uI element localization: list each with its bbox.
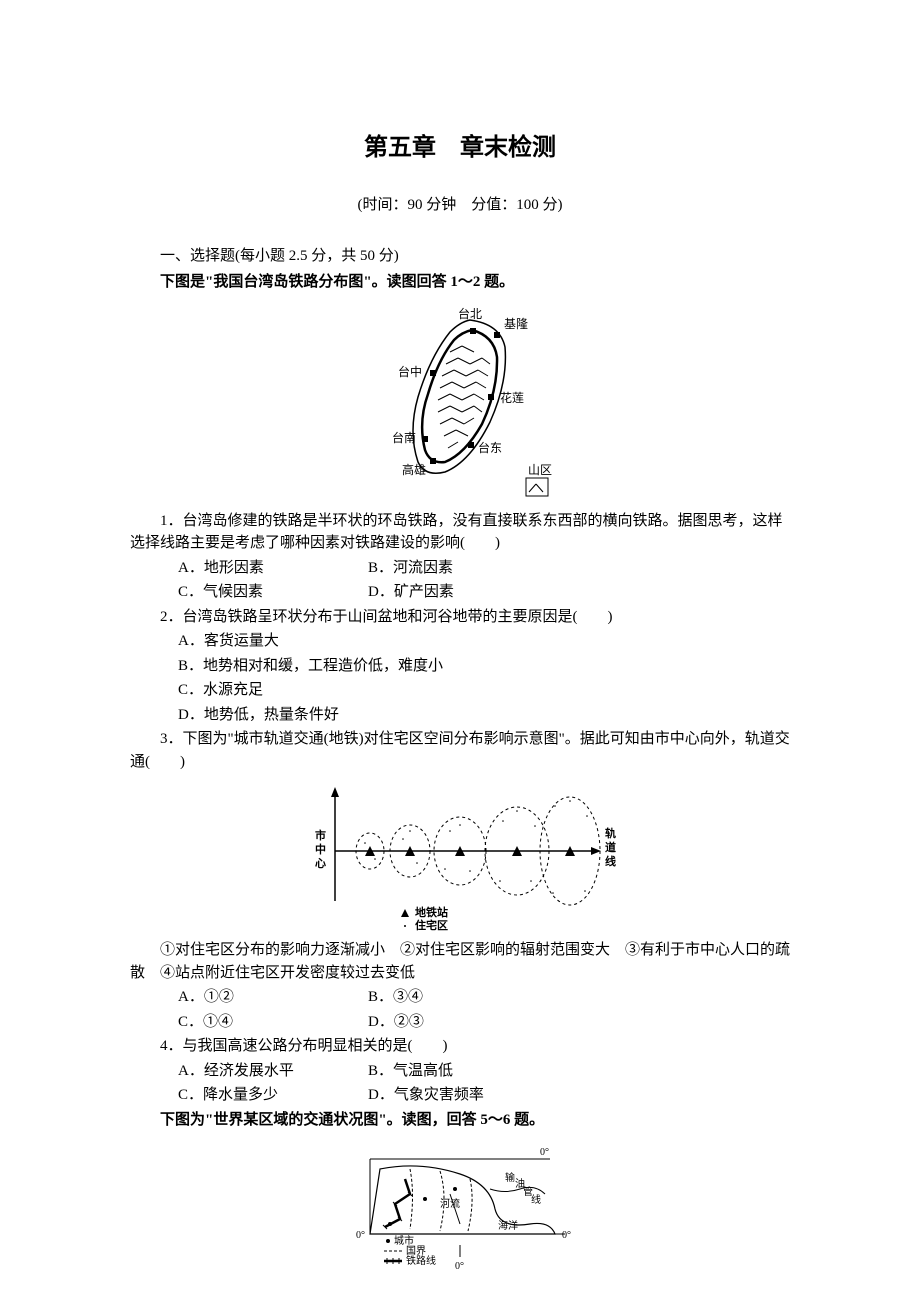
q4-options: A．经济发展水平 B．气温高低 C．降水量多少 D．气象灾害频率: [130, 1060, 790, 1107]
q4-option-a: A．经济发展水平: [178, 1060, 368, 1083]
lon-0-top: 0°: [540, 1147, 549, 1158]
q3-option-d: D．②③: [368, 1011, 558, 1034]
legend-residential: 住宅区: [415, 918, 448, 931]
label-oilpipe-4: 线: [531, 1193, 541, 1206]
intro-2: 下图为"世界某区域的交通状况图"。读图，回答 5～6 题。: [130, 1109, 790, 1132]
q2-options: A．客货运量大 B．地势相对和缓，工程造价低，难度小 C．水源充足 D．地势低，…: [130, 630, 790, 726]
label-city-center-3: 心: [315, 857, 326, 870]
q3-options: A．①② B．③④ C．①④ D．②③: [130, 986, 790, 1033]
lon-0-bottom: 0°: [455, 1261, 464, 1272]
q2-stem: 2．台湾岛铁路呈环状分布于山间盆地和河谷地带的主要原因是( ): [130, 606, 790, 629]
label-city-center-2: 中: [315, 842, 326, 856]
q2-option-c: C．水源充足: [178, 679, 790, 702]
q2-option-a: A．客货运量大: [178, 630, 790, 653]
section-1-header: 一、选择题(每小题 2.5 分，共 50 分): [130, 245, 790, 268]
label-river: 河流: [440, 1197, 460, 1210]
q4-option-d: D．气象灾害频率: [368, 1084, 558, 1107]
q3-option-a: A．①②: [178, 986, 368, 1009]
label-gaoxiong: 高雄: [402, 462, 426, 477]
label-jilong: 基隆: [504, 316, 528, 331]
lat-0-right: 0°: [562, 1230, 571, 1241]
label-oilpipe-1: 输: [505, 1171, 515, 1184]
label-rail-2: 道: [605, 840, 616, 854]
q1-stem: 1．台湾岛修建的铁路是半环状的环岛铁路，没有直接联系东西部的横向铁路。据图思考，…: [130, 510, 790, 555]
q1-option-b: B．河流因素: [368, 557, 558, 580]
label-taipei: 台北: [458, 306, 482, 321]
q4-option-c: C．降水量多少: [178, 1084, 368, 1107]
q2-option-d: D．地势低，热量条件好: [178, 704, 790, 727]
label-rail-1: 轨: [605, 826, 616, 840]
q3-option-b: B．③④: [368, 986, 558, 1009]
label-tainan: 台南: [392, 430, 416, 445]
page-subtitle: (时间：90 分钟 分值：100 分): [130, 194, 790, 217]
taiwan-map-figure: 台北 基隆 台中 花莲 台南 高雄 台东 山区: [350, 302, 570, 502]
lat-0-left: 0°: [356, 1230, 365, 1241]
page-title: 第五章 章末检测: [130, 130, 790, 166]
label-taizhong: 台中: [398, 364, 422, 379]
metro-diagram: 市 中 心 轨 道 线 地铁站 住宅区: [295, 781, 625, 931]
q1-option-c: C．气候因素: [178, 581, 368, 604]
q3-stem: 3．下图为"城市轨道交通(地铁)对住宅区空间分布影响示意图"。据此可知由市中心向…: [130, 728, 790, 773]
legend-station: 地铁站: [415, 905, 448, 919]
label-hualian: 花莲: [500, 390, 524, 405]
q4-option-b: B．气温高低: [368, 1060, 558, 1083]
legend-rail: 铁路线: [406, 1254, 436, 1267]
label-city-center-1: 市: [315, 828, 326, 842]
q4-stem: 4．与我国高速公路分布明显相关的是( ): [130, 1035, 790, 1058]
q3-option-c: C．①④: [178, 1011, 368, 1034]
intro-1: 下图是"我国台湾岛铁路分布图"。读图回答 1～2 题。: [130, 271, 790, 294]
label-ocean: 海洋: [498, 1219, 518, 1232]
q1-option-d: D．矿产因素: [368, 581, 558, 604]
legend-mountain-label: 山区: [528, 463, 552, 477]
q1-options: A．地形因素 B．河流因素 C．气候因素 D．矿产因素: [130, 557, 790, 604]
q2-option-b: B．地势相对和缓，工程造价低，难度小: [178, 655, 790, 678]
q3-choices-line: ①对住宅区分布的影响力逐渐减小 ②对住宅区影响的辐射范围变大 ③有利于市中心人口…: [130, 939, 790, 984]
label-rail-3: 线: [605, 854, 616, 868]
label-taidong: 台东: [478, 440, 502, 455]
world-region-map: 0° 0° 0° 0° 河流 海洋 输 油 管 线 城市 国界 铁路线: [340, 1139, 580, 1279]
q1-option-a: A．地形因素: [178, 557, 368, 580]
